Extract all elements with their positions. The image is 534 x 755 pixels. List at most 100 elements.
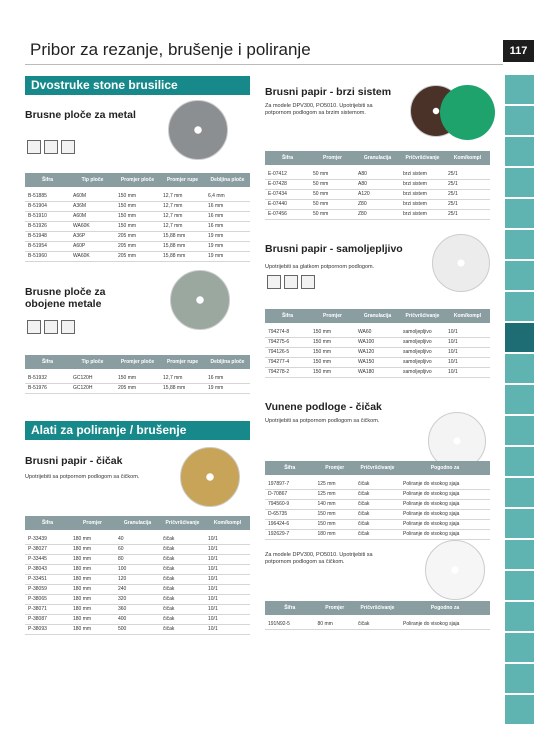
column-header: Kom/kompl	[453, 155, 482, 161]
row-divider	[265, 337, 490, 338]
table-cell: 150 mm	[317, 511, 336, 517]
side-tab	[505, 695, 534, 724]
product-image	[432, 234, 490, 292]
page-number: 117	[503, 40, 534, 62]
title-rule	[25, 64, 503, 65]
column-header: Šifra	[41, 177, 54, 183]
table-cell: brzi sistem	[403, 191, 427, 197]
table-cell: 150 mm	[118, 213, 137, 219]
side-tab	[505, 602, 534, 631]
table-cell: brzi sistem	[403, 181, 427, 187]
section-heading: Vunene podloge - čičak	[265, 401, 382, 413]
table-cell: 150 mm	[313, 339, 332, 345]
table-cell: 150 mm	[118, 223, 137, 229]
table-cell: brzi sistem	[403, 171, 427, 177]
column-header: Pričvršćivanje	[405, 155, 440, 161]
table-cell: 10/1	[448, 369, 458, 375]
table-cell: Poliranje do visokog sjaja	[403, 511, 460, 517]
table-cell: WA60K	[73, 253, 90, 259]
table-cell: 16 mm	[208, 375, 224, 381]
table-cell: 794274-8	[268, 329, 290, 335]
table-cell: 10/1	[208, 596, 218, 602]
table-header	[265, 309, 490, 323]
column-header: Promjer ploče	[120, 177, 155, 183]
table-cell: A120	[358, 191, 370, 197]
table-cell: 180 mm	[73, 546, 92, 552]
table-cell: 10/1	[208, 616, 218, 622]
table-cell: 120	[118, 576, 127, 582]
table-cell: 10/1	[208, 566, 218, 572]
side-tab	[505, 385, 534, 414]
table-cell: E-07456	[268, 211, 287, 217]
section-banner: Dvostruke stone brusilice	[25, 76, 250, 95]
table-cell: A80	[358, 181, 367, 187]
table-cell: 25/1	[448, 191, 458, 197]
table-cell: Poliranje do visokog sjaja	[403, 521, 460, 527]
table-cell: 12,7 mm	[163, 203, 183, 209]
row-divider	[25, 231, 250, 232]
table-cell: čičak	[358, 481, 370, 487]
table-cell: A60M	[73, 193, 87, 199]
table-cell: 16 mm	[208, 213, 224, 219]
column-header: Pričvršćivanje	[360, 465, 395, 471]
table-header	[265, 151, 490, 165]
table-cell: WA150	[358, 359, 375, 365]
row-divider	[25, 393, 250, 394]
table-header	[25, 355, 250, 369]
table-cell: GC120H	[73, 375, 93, 381]
table-cell: čičak	[358, 511, 370, 517]
table-cell: P-33445	[28, 556, 47, 562]
usage-icon	[27, 140, 41, 154]
side-tab	[505, 230, 534, 259]
row-divider	[25, 383, 250, 384]
table-cell: 10/1	[448, 329, 458, 335]
side-tab	[505, 168, 534, 197]
table-cell: P-33439	[28, 536, 47, 542]
table-cell: čičak	[163, 596, 175, 602]
table-cell: 140 mm	[317, 501, 336, 507]
table-cell: WA60	[358, 329, 372, 335]
row-divider	[265, 529, 490, 530]
column-header: Promjer	[323, 155, 342, 161]
table-cell: 150 mm	[118, 193, 137, 199]
row-divider	[25, 574, 250, 575]
section-heading: Brusni papir - samoljepljivo	[265, 243, 403, 255]
table-cell: 180 mm	[73, 576, 92, 582]
table-cell: 15,88 mm	[163, 243, 186, 249]
table-cell: E-07412	[268, 171, 287, 177]
table-cell: 100	[118, 566, 127, 572]
table-cell: 180 mm	[73, 556, 92, 562]
table-header	[265, 461, 490, 475]
table-cell: 180 mm	[73, 626, 92, 632]
table-cell: samoljepljivo	[403, 339, 432, 345]
table-cell: P-38059	[28, 586, 47, 592]
table-cell: WA120	[358, 349, 375, 355]
table-cell: 50 mm	[313, 201, 329, 207]
table-cell: 19 mm	[208, 385, 224, 391]
table-cell: 50 mm	[313, 191, 329, 197]
side-tab	[505, 106, 534, 135]
product-image	[180, 447, 240, 507]
table-cell: 12,7 mm	[163, 213, 183, 219]
table-header	[25, 516, 250, 530]
row-divider	[25, 261, 250, 262]
row-divider	[25, 221, 250, 222]
column-header: Šifra	[281, 155, 294, 161]
column-header: Tip ploče	[81, 177, 104, 183]
table-cell: 25/1	[448, 181, 458, 187]
column-header: Promjer	[325, 605, 345, 611]
table-cell: čičak	[163, 556, 175, 562]
side-tab	[505, 447, 534, 476]
table-cell: P-38065	[28, 596, 47, 602]
table-cell: 191N92-5	[268, 621, 290, 627]
column-header: Pričvršćivanje	[360, 605, 395, 611]
table-cell: 205 mm	[118, 243, 137, 249]
row-divider	[265, 347, 490, 348]
table-cell: Poliranje do visokog sjaja	[403, 621, 460, 627]
row-divider	[25, 634, 250, 635]
side-tab	[505, 199, 534, 228]
column-header: Pričvršćivanje	[405, 313, 440, 319]
table-cell: 794560-9	[268, 501, 290, 507]
section-description: Upotrijebiti sa potpornom podlogom sa či…	[25, 474, 140, 480]
column-header: Debljina ploče	[210, 177, 245, 183]
